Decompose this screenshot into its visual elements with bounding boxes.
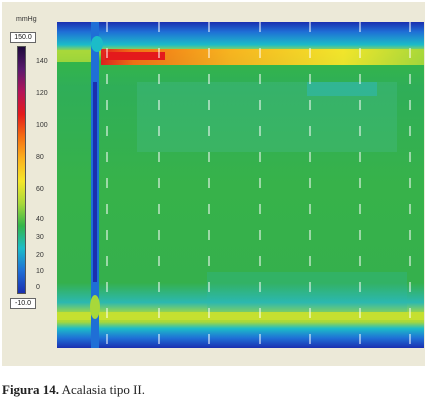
colorbar-tick-label: 0 [36,284,40,291]
colorbar-tick-label: 60 [36,186,44,193]
upper-sphincter-band [57,50,97,62]
upper-sphincter-peak [105,52,165,60]
colorbar-tick-label: 40 [36,216,44,223]
pressure-topography-svg [57,22,424,348]
lower-sphincter-band [57,312,424,320]
pressure-topography-plot [57,22,424,348]
colorbar-scale: mmHg 150.0 140 120 100 80 60 40 30 20 10 0 -10.0 [2,2,54,366]
body-pressure-patch [307,82,377,96]
colorbar-max-label: 150.0 [10,32,36,43]
colorbar-tick-label: 80 [36,154,44,161]
colorbar-gradient [17,46,26,294]
colorbar-tick-label: 140 [36,58,48,65]
body-pressure-patch [137,82,397,152]
caption-text: Acalasia tipo II. [59,382,145,397]
colorbar-unit: mmHg [16,16,37,23]
colorbar-tick-label: 10 [36,268,44,275]
caption-label: Figura 14. [2,382,60,397]
swallow-column-core [93,82,97,282]
swallow-column-spot [91,36,103,52]
colorbar-tick-label: 20 [36,252,44,259]
body-pressure-patch [207,272,407,312]
figure-caption: Figura 14. Acalasia tipo II. [2,382,145,398]
swallow-column-spot [90,295,100,319]
colorbar-tick-label: 120 [36,90,48,97]
colorbar-tick-label: 100 [36,122,48,129]
colorbar-tick-label: 30 [36,234,44,241]
plot-background [57,22,424,348]
upper-sphincter-band [101,49,424,65]
colorbar-min-label: -10.0 [10,298,36,309]
